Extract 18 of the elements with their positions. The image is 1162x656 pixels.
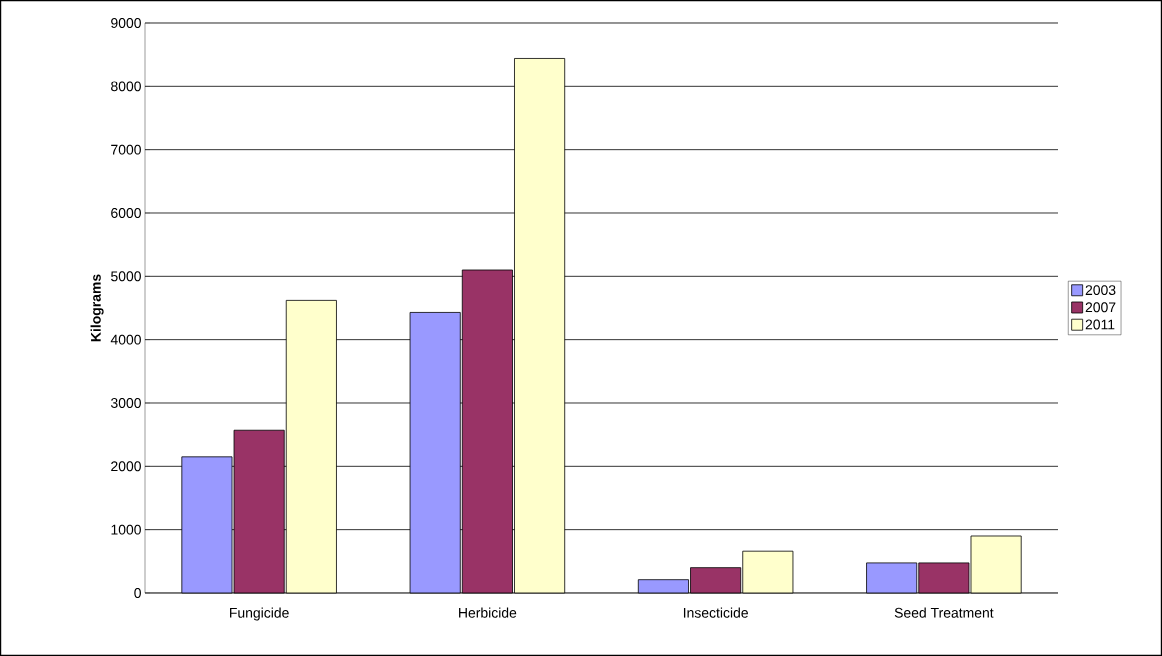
y-tick-label: 2000 — [111, 461, 141, 472]
x-tick-label: Herbicide — [459, 607, 517, 618]
y-tick-label: 0 — [134, 588, 141, 598]
y-tick-label: 5000 — [111, 271, 141, 282]
legend-label: 2007 — [1085, 302, 1116, 313]
y-tick-label: 3000 — [110, 398, 141, 408]
y-tick-label: 7000 — [111, 144, 141, 155]
legend-label: 2003 — [1085, 285, 1116, 296]
y-tick-label: 1000 — [111, 524, 141, 535]
y-axis-title: Kilograms — [90, 274, 104, 342]
x-tick-label: Fungicide — [230, 607, 289, 621]
x-tick-label: Insecticide — [683, 607, 748, 618]
legend-label: 2011 — [1085, 319, 1115, 330]
y-tick-label: 8000 — [111, 81, 141, 92]
x-tick-label: Seed Treatment — [894, 607, 994, 618]
y-tick-label: 9000 — [111, 18, 141, 28]
y-tick-label: 6000 — [111, 208, 141, 218]
y-tick-label: 4000 — [110, 334, 141, 345]
